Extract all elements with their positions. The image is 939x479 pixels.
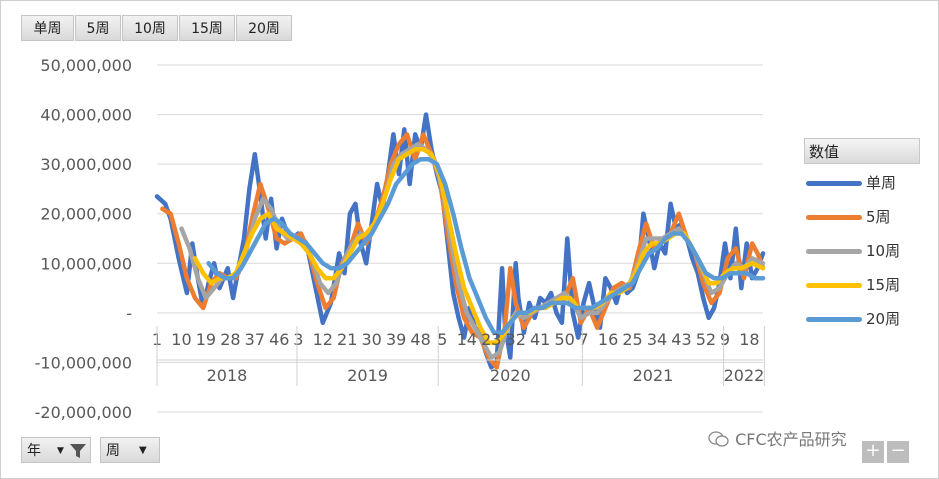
x-week-label: 52 [696, 330, 716, 349]
series-line-2 [179, 142, 766, 360]
x-week-label: 32 [506, 330, 526, 349]
x-week-label: 12 [313, 330, 333, 349]
x-week-label: 19 [196, 330, 216, 349]
x-week-label: 50 [554, 330, 574, 349]
y-tick-label: 30,000,000 [40, 155, 132, 174]
series-line-3 [192, 147, 766, 345]
year-label: 2020 [490, 366, 531, 385]
legend-swatch [806, 215, 862, 220]
dropdown-arrow-icon: ▼ [57, 446, 64, 456]
zoom-in-button[interactable]: + [862, 441, 884, 463]
y-tick-label: 40,000,000 [40, 106, 132, 125]
x-week-label: 43 [671, 330, 691, 349]
field-button-20-week[interactable]: 20周 [236, 15, 292, 41]
week-axis-button[interactable]: 周 ▼ [100, 437, 160, 463]
wechat-icon [708, 431, 729, 447]
x-week-label: 39 [386, 330, 406, 349]
legend-item-0[interactable]: 单周 [806, 172, 896, 194]
year-label: 2021 [633, 366, 674, 385]
watermark-text: CFC农产品研究 [735, 430, 847, 449]
field-button-single-week[interactable]: 单周 [21, 15, 74, 41]
legend-item-2[interactable]: 10周 [806, 240, 900, 262]
y-tick-label: -10,000,000 [35, 353, 132, 372]
x-week-label: 28 [220, 330, 240, 349]
year-label: 2022 [724, 366, 765, 385]
x-week-label: 16 [598, 330, 618, 349]
x-week-label: 5 [437, 330, 447, 349]
x-week-label: 14 [457, 330, 477, 349]
legend-swatch [806, 249, 862, 254]
legend-swatch [806, 317, 862, 322]
legend-swatch [806, 181, 862, 186]
legend-item-4[interactable]: 20周 [806, 308, 900, 330]
year-axis-label: 年 [27, 443, 41, 459]
x-week-label: 46 [269, 330, 289, 349]
zoom-out-button[interactable]: − [887, 441, 909, 463]
x-week-label: 21 [337, 330, 357, 349]
x-week-label: 25 [622, 330, 642, 349]
year-label: 2018 [207, 366, 248, 385]
y-tick-label: 20,000,000 [40, 205, 132, 224]
week-axis-label: 周 [106, 443, 120, 459]
legend-item-1[interactable]: 5周 [806, 206, 891, 228]
dropdown-arrow-icon: ▼ [139, 445, 147, 456]
x-week-label: 9 [720, 330, 730, 349]
x-week-label: 37 [245, 330, 265, 349]
x-week-label: 10 [171, 330, 191, 349]
watermark: CFC农产品研究 [708, 426, 847, 450]
y-tick-label: 50,000,000 [40, 56, 132, 75]
year-axis-button[interactable]: 年 ▼ [21, 437, 91, 463]
legend-item-3[interactable]: 15周 [806, 274, 900, 296]
year-label: 2019 [347, 366, 388, 385]
legend-label: 10周 [866, 242, 901, 260]
x-week-label: 23 [481, 330, 501, 349]
y-tick-label: -20,000,000 [35, 403, 132, 422]
x-week-label: 41 [530, 330, 550, 349]
legend-swatch [806, 283, 862, 288]
filter-icon [70, 444, 86, 458]
x-axis-labels: 1 10 19 28 37 46 3 12 21 30 39 48 5 14 23 32 41 50 7 16 25 34… [152, 326, 765, 386]
x-week-label: 18 [739, 330, 759, 349]
x-week-label: 30 [362, 330, 382, 349]
field-button-15-week[interactable]: 15周 [179, 15, 235, 41]
field-button-5-week[interactable]: 5周 [75, 15, 121, 41]
x-week-label: 7 [579, 330, 589, 349]
y-axis-labels: 50,000,000 40,000,000 30,000,000 20,000,000… [35, 56, 132, 422]
y-tick-label: 10,000,000 [40, 254, 132, 273]
legend-label: 20周 [866, 310, 901, 328]
field-button-10-week[interactable]: 10周 [122, 15, 178, 41]
series-lines [154, 112, 766, 370]
x-week-label: 34 [647, 330, 667, 349]
series-line-4 [206, 156, 766, 335]
y-tick-label: - [126, 304, 132, 323]
x-week-label: 48 [410, 330, 430, 349]
x-week-label: 3 [293, 330, 303, 349]
legend-label: 5周 [866, 208, 891, 226]
legend-label: 15周 [866, 276, 901, 294]
legend-title[interactable]: 数值 [804, 138, 920, 164]
legend-label: 单周 [866, 174, 897, 192]
